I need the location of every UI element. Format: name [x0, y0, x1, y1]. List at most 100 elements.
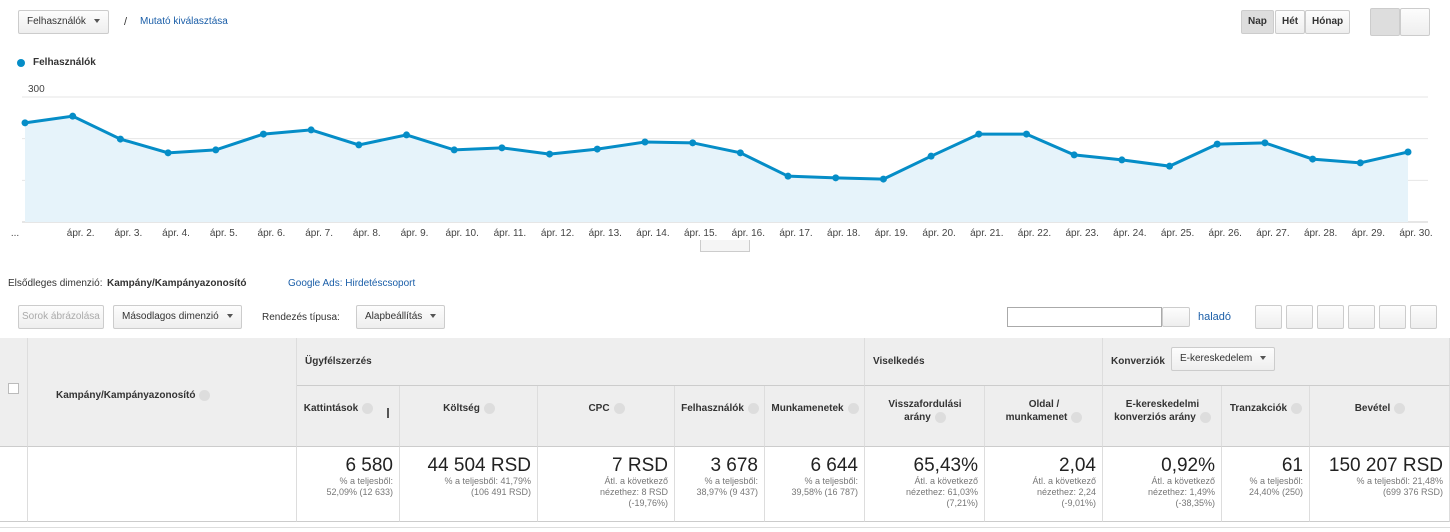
total-cell: 65,43% Átl. a következő nézethez: 61,03% (7… — [865, 447, 985, 522]
column-header: Visszafordulási arány — [865, 386, 985, 447]
column-label[interactable]: Kattintások — [297, 402, 380, 415]
column-label-line: Tranzakciók — [1222, 402, 1310, 415]
column-label-line: munkamenet — [985, 411, 1103, 424]
column-label[interactable]: E-kereskedelmi konverziós arány — [1103, 398, 1222, 424]
total-notes: Átl. a következő nézethez: 61,03% (7,21%) — [906, 476, 978, 509]
area — [25, 116, 1408, 222]
total-note: nézethez: 8 RSD — [599, 487, 668, 497]
view-button[interactable] — [1255, 305, 1282, 329]
total-value: 0,92% — [1161, 455, 1215, 476]
point — [450, 146, 458, 154]
column-header: Tranzakciók — [1222, 386, 1310, 447]
point — [1404, 148, 1412, 156]
plot-rows[interactable]: Sorok ábrázolása — [18, 305, 104, 329]
search-button[interactable] — [1162, 307, 1190, 327]
primary-dimension: Kampány/Kampányazonosító — [107, 278, 247, 289]
x-tick-label: ápr. 21. — [970, 228, 1003, 239]
point — [21, 119, 29, 127]
secondary-dimension[interactable]: Másodlagos dimenzió — [113, 305, 242, 329]
view-button[interactable] — [1379, 305, 1406, 329]
view-button[interactable] — [1317, 305, 1344, 329]
total-note: 38,97% (9 437) — [696, 487, 758, 497]
point — [593, 145, 601, 153]
line-chart-button[interactable] — [1370, 8, 1400, 36]
column-header: Munkamenetek — [765, 386, 865, 447]
select-all — [0, 338, 28, 447]
secondary-dimension-text: Másodlagos dimenzió — [122, 311, 219, 322]
total-note: % a teljesből: 21,48% — [1356, 476, 1443, 486]
view-button[interactable] — [1286, 305, 1313, 329]
column-label-line: Munkamenetek — [765, 402, 865, 415]
x-tick-label: ápr. 18. — [827, 228, 860, 239]
x-tick-label: ápr. 6. — [258, 228, 286, 239]
point — [832, 174, 840, 182]
column-label-line: CPC — [538, 402, 675, 415]
total-note: nézethez: 2,24 — [1036, 487, 1096, 497]
x-tick-label: ápr. 16. — [732, 228, 765, 239]
total-note: % a teljesből: — [704, 476, 758, 486]
x-tick-label: ápr. 17. — [779, 228, 812, 239]
period-button[interactable]: Hét — [1275, 10, 1306, 34]
column-label-line: Felhasználók — [675, 402, 765, 415]
column-label[interactable]: Bevétel — [1310, 402, 1450, 415]
group-header: Konverziók E-kereskedelem — [1103, 338, 1450, 386]
sort-arrow — [387, 408, 389, 418]
x-tick-label: ápr. 10. — [446, 228, 479, 239]
search-box[interactable] — [1007, 307, 1162, 327]
point — [1118, 156, 1126, 164]
metric-dropdown[interactable]: Felhasználók — [18, 10, 109, 34]
column-header: Költség — [400, 386, 538, 447]
chart-toggle[interactable] — [700, 240, 750, 252]
point — [69, 112, 77, 120]
x-tick-label: ápr. 7. — [305, 228, 333, 239]
total-value: 2,04 — [1059, 455, 1096, 476]
column-label[interactable]: Oldal / munkamenet — [985, 398, 1103, 424]
period-button[interactable]: Nap — [1241, 10, 1274, 34]
point — [784, 172, 792, 180]
group-label: Konverziók — [1111, 356, 1165, 367]
point — [1070, 151, 1078, 159]
column-label[interactable]: Visszafordulási arány — [865, 398, 985, 424]
group-selector[interactable]: E-kereskedelem — [1171, 347, 1276, 371]
checkbox[interactable] — [8, 383, 19, 394]
point — [879, 175, 887, 183]
select-metric[interactable]: Mutató kiválasztása — [140, 16, 228, 27]
column-label[interactable]: CPC — [538, 402, 675, 415]
advanced-link[interactable]: haladó — [1198, 311, 1232, 323]
view-button[interactable] — [1410, 305, 1437, 329]
sort-label: Rendezés típusa: — [262, 312, 340, 323]
column-label-line: arány — [865, 411, 985, 424]
caret — [93, 19, 100, 24]
group-label: Ügyfélszerzés — [305, 356, 372, 367]
x-tick-label: ápr. 4. — [162, 228, 190, 239]
total-notes: % a teljesből: 52,09% (12 633) — [326, 476, 393, 498]
view-button[interactable] — [1348, 305, 1375, 329]
point — [1022, 130, 1030, 138]
x-tick-label: ápr. 29. — [1352, 228, 1385, 239]
total-notes: Átl. a következő nézethez: 8 RSD (-19,76%) — [600, 476, 668, 509]
total-note: (7,21%) — [946, 498, 978, 508]
column-label-line: Kattintások — [297, 402, 380, 415]
alt-dimension[interactable]: Google Ads: Hirdetéscsoport — [288, 278, 416, 289]
column-label[interactable]: Felhasználók — [675, 402, 765, 415]
total-note: nézethez: 61,03% — [905, 487, 978, 497]
point — [736, 149, 744, 157]
total-note: 52,09% (12 633) — [326, 487, 393, 497]
total-dimension — [28, 447, 297, 522]
sort-dropdown[interactable]: Alapbeállítás — [356, 305, 446, 329]
motion-chart-button[interactable] — [1400, 8, 1430, 36]
column-label[interactable]: Költség — [400, 402, 538, 415]
x-tick-label: ápr. 9. — [401, 228, 429, 239]
point — [307, 126, 315, 134]
point — [164, 149, 172, 157]
point — [498, 144, 506, 152]
period-button[interactable]: Hónap — [1305, 10, 1351, 34]
dimension-title: Kampány/Kampányazonosító — [56, 390, 211, 401]
sort-dropdown-text: Alapbeállítás — [365, 311, 423, 322]
column-label[interactable]: Tranzakciók — [1222, 402, 1310, 415]
point — [403, 131, 411, 139]
chart: 100200300...ápr. 2.ápr. 3.ápr. 4.ápr. 5.… — [11, 84, 1433, 239]
total-note: Átl. a következő — [914, 476, 978, 486]
point — [1261, 139, 1269, 147]
column-label[interactable]: Munkamenetek — [765, 402, 865, 415]
